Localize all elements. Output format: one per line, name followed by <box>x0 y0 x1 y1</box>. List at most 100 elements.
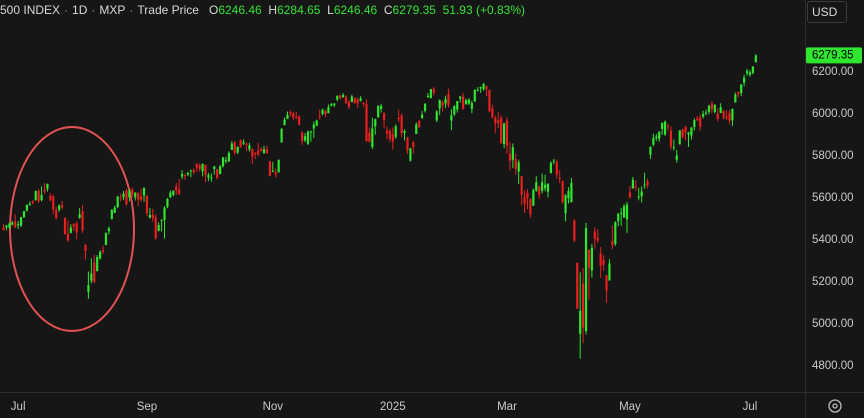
y-tick-label: 5400.00 <box>812 234 854 246</box>
candle-body <box>371 128 374 147</box>
candle-body <box>628 192 632 198</box>
candle-body <box>643 184 646 186</box>
candle-body <box>219 166 222 175</box>
candle-body <box>31 201 34 203</box>
x-tick-label: 2025 <box>380 401 406 413</box>
candle-body <box>312 124 315 129</box>
candle-body <box>731 108 734 121</box>
candle-body <box>608 263 611 281</box>
candle-body <box>394 126 397 137</box>
candle-body <box>87 284 90 293</box>
ohlc-label: L <box>327 3 334 17</box>
close-value: 6279.35 <box>392 3 436 17</box>
candle-body <box>330 104 333 106</box>
candle-body <box>274 172 277 175</box>
candle-body <box>60 205 64 208</box>
candle-body <box>154 217 157 239</box>
candle-body <box>55 209 58 218</box>
candle-body <box>555 161 558 175</box>
candle-body <box>523 197 526 204</box>
candle-body <box>397 117 400 120</box>
candle-body <box>649 146 652 155</box>
candle-body <box>640 191 643 197</box>
candle-body <box>479 86 482 89</box>
high-value: 6284.65 <box>277 3 321 17</box>
candle-body <box>573 220 576 241</box>
candle-body <box>11 222 14 225</box>
candle-body <box>207 174 210 178</box>
candle-body <box>655 136 658 138</box>
candle-body <box>49 195 52 201</box>
candle-body <box>704 112 708 114</box>
candle-body <box>227 152 231 162</box>
candle-body <box>239 140 242 148</box>
candle-body <box>675 155 678 160</box>
candle-body <box>409 148 412 161</box>
candle-body <box>233 142 236 153</box>
interval: 1D <box>72 3 88 17</box>
candle-body <box>125 190 128 205</box>
candle-body <box>172 190 175 195</box>
candle-body <box>693 120 696 128</box>
ohlc-label: C <box>383 3 393 17</box>
settings-icon[interactable] <box>828 399 842 413</box>
candle-body <box>388 130 392 139</box>
last-price-tag <box>806 47 862 64</box>
candle-body <box>505 120 509 146</box>
candle-body <box>669 130 673 147</box>
exchange: MXP <box>99 3 126 17</box>
candle-body <box>678 130 681 145</box>
candle-body <box>303 136 307 141</box>
candle-body <box>113 207 116 213</box>
candle-body <box>116 196 119 208</box>
candle-body <box>611 241 614 246</box>
candle-body <box>90 273 93 281</box>
candle-body <box>78 214 81 218</box>
candle-body <box>283 119 286 126</box>
candle-body <box>58 205 61 210</box>
candle-body <box>210 177 213 179</box>
candle-body <box>257 150 260 155</box>
candle-body <box>254 152 257 155</box>
candle-body <box>8 223 11 228</box>
candle-body <box>22 211 26 218</box>
candle-body <box>166 198 169 207</box>
candle-body <box>646 181 649 186</box>
candle-body <box>696 118 699 121</box>
candle-body <box>96 256 99 272</box>
candle-body <box>500 117 503 144</box>
candle-body <box>552 160 555 162</box>
candle-body <box>435 111 438 121</box>
candle-body <box>69 227 72 233</box>
candle-body <box>216 169 219 178</box>
candle-body <box>754 55 757 63</box>
candle-body <box>142 187 146 196</box>
candle-body <box>476 89 479 91</box>
candle-body <box>743 77 746 83</box>
y-tick-label: 4800.00 <box>812 360 854 372</box>
candle-body <box>362 103 365 105</box>
x-tick-label: Mar <box>497 401 517 413</box>
candle-body <box>230 143 233 150</box>
currency-button[interactable]: USD <box>807 1 847 23</box>
candle-body <box>740 84 743 94</box>
candle-body <box>502 123 506 145</box>
candle-body <box>25 204 29 211</box>
candle-body <box>666 125 670 127</box>
candle-body <box>748 72 752 75</box>
candle-body <box>461 96 465 109</box>
y-tick-label: 5000.00 <box>812 318 854 330</box>
candle-body <box>289 112 292 114</box>
candle-body <box>494 117 497 124</box>
candle-body <box>470 103 473 109</box>
candle-body <box>333 103 336 106</box>
candle-body <box>661 122 664 129</box>
candle-body <box>614 222 617 244</box>
candle-body <box>699 117 702 127</box>
x-tick-label: Sep <box>137 401 157 413</box>
candle-body <box>385 130 389 134</box>
candle-body <box>306 131 310 144</box>
candle-body <box>201 163 204 172</box>
